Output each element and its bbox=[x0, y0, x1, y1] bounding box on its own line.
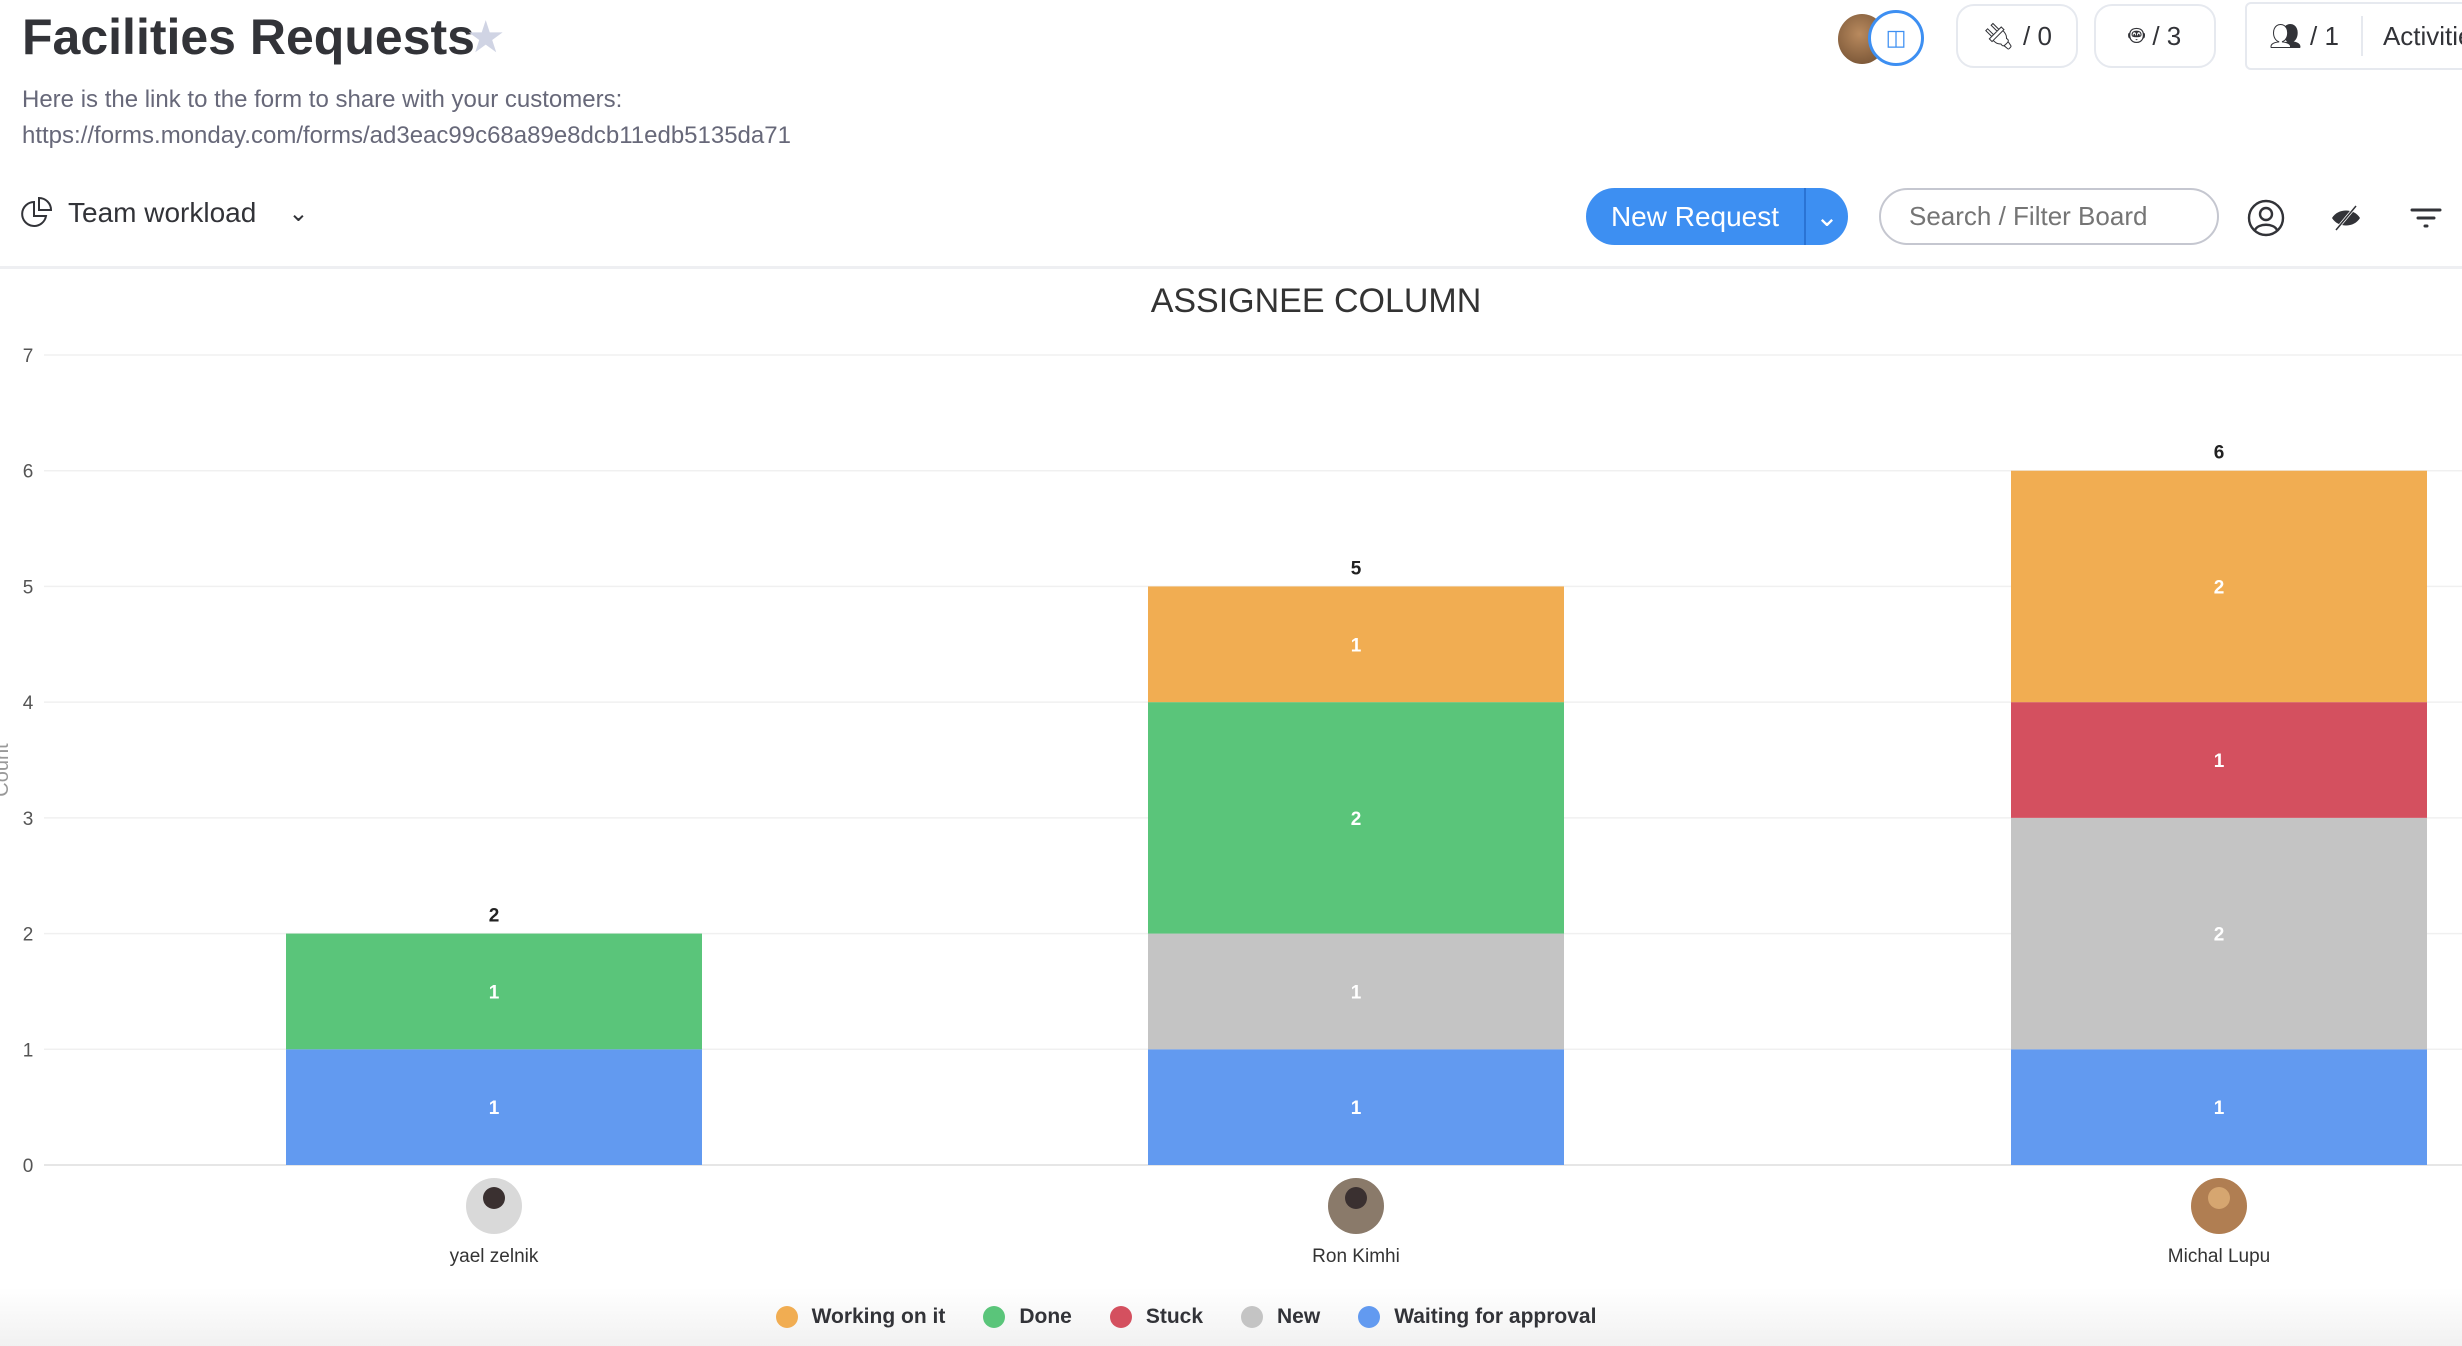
legend-label: New bbox=[1277, 1305, 1321, 1328]
integrations-count: / 0 bbox=[2023, 20, 2052, 51]
search-input[interactable] bbox=[1879, 188, 2219, 245]
legend-item[interactable]: New bbox=[1241, 1305, 1320, 1329]
legend-color-dot bbox=[1109, 1306, 1132, 1328]
segment-value-label: 1 bbox=[1351, 1098, 1362, 1119]
segment-value-label: 1 bbox=[2214, 751, 2225, 772]
bar-segment bbox=[1148, 933, 1564, 1050]
form-link[interactable]: https://forms.monday.com/forms/ad3eac99c… bbox=[22, 122, 791, 149]
bar-segment bbox=[1148, 1049, 1564, 1165]
hide-eye-icon[interactable] bbox=[2326, 198, 2366, 238]
segment-value-label: 2 bbox=[2214, 925, 2225, 946]
star-icon[interactable]: ★ bbox=[466, 13, 506, 62]
view-name: Team workload bbox=[68, 197, 257, 228]
automations-count: / 3 bbox=[2152, 20, 2182, 51]
segment-value-label: 1 bbox=[489, 982, 500, 1003]
chevron-down-icon[interactable]: ⌄ bbox=[1804, 188, 1848, 245]
bar-segment bbox=[1148, 702, 1564, 934]
y-tick-label: 1 bbox=[23, 1040, 34, 1061]
stacked-bar-chart: ASSIGNEE COLUMN Count 0 1 2 3 4 5 6 7 1 1 2 yael zeln… bbox=[0, 282, 2462, 1267]
x-category-label: yael zelnik bbox=[450, 1246, 539, 1267]
board-title: Facilities Requests bbox=[22, 9, 475, 65]
bar-total-label: 5 bbox=[1351, 558, 1362, 579]
y-tick-label: 5 bbox=[23, 577, 34, 598]
legend-label: Waiting for approval bbox=[1394, 1305, 1597, 1328]
legend-color-dot bbox=[1358, 1306, 1381, 1328]
filter-icon[interactable] bbox=[2406, 198, 2446, 238]
bar-segment bbox=[286, 933, 702, 1050]
pie-chart-icon bbox=[21, 196, 53, 227]
board-description: Here is the link to the form to share wi… bbox=[22, 82, 791, 154]
members-count: / 1 bbox=[2310, 20, 2339, 51]
y-tick-label: 0 bbox=[23, 1156, 34, 1177]
legend-item[interactable]: Stuck bbox=[1109, 1305, 1204, 1329]
viewer-icon: ◫ bbox=[1868, 10, 1924, 66]
y-axis-label: Count bbox=[0, 743, 13, 797]
legend-item[interactable]: Done bbox=[983, 1305, 1072, 1329]
bar-segment bbox=[286, 1049, 702, 1165]
activity-button[interactable]: Activitie bbox=[2382, 20, 2462, 51]
legend-color-dot bbox=[1241, 1306, 1264, 1328]
people-icon: 👥︎ bbox=[2269, 20, 2303, 51]
chevron-down-icon: ⌄ bbox=[288, 199, 309, 227]
legend-item[interactable]: Working on it bbox=[775, 1305, 946, 1329]
description-text: Here is the link to the form to share wi… bbox=[22, 86, 623, 113]
segment-value-label: 2 bbox=[2214, 577, 2225, 598]
person-filter-icon[interactable] bbox=[2246, 198, 2286, 238]
members-activity-box: 👥︎/ 1 Activitie bbox=[2245, 2, 2462, 70]
new-request-button[interactable]: New Request ⌄ bbox=[1586, 188, 1848, 245]
legend-label: Stuck bbox=[1145, 1305, 1204, 1328]
bar-segment bbox=[1148, 586, 1564, 703]
legend-item[interactable]: Waiting for approval bbox=[1358, 1305, 1596, 1329]
segment-value-label: 1 bbox=[489, 1098, 500, 1119]
bar-total-label: 6 bbox=[2214, 443, 2225, 464]
bar-segment bbox=[2011, 470, 2427, 703]
avatar-stack[interactable]: ◫ bbox=[1838, 10, 1930, 66]
x-category-label: Michal Lupu bbox=[2168, 1246, 2270, 1267]
avatar-face bbox=[483, 1187, 505, 1209]
y-tick-label: 3 bbox=[23, 809, 34, 830]
avatar-face bbox=[2208, 1187, 2230, 1209]
bar-segment bbox=[2011, 702, 2427, 818]
bar-segment bbox=[2011, 817, 2427, 1050]
integrations-button[interactable]: 🔌︎/ 0 bbox=[1956, 4, 2078, 68]
legend-color-dot bbox=[775, 1306, 798, 1328]
robot-icon: 🤖︎ bbox=[2128, 19, 2145, 50]
y-tick-label: 4 bbox=[23, 693, 34, 714]
bar-segment bbox=[2011, 1049, 2427, 1165]
legend-color-dot bbox=[983, 1306, 1006, 1328]
y-tick-label: 7 bbox=[23, 346, 34, 367]
automations-button[interactable]: 🤖︎/ 3 bbox=[2094, 4, 2216, 68]
plug-icon: 🔌︎ bbox=[1982, 20, 2016, 51]
avatar-face bbox=[1345, 1187, 1367, 1209]
y-tick-label: 6 bbox=[23, 462, 34, 483]
chart-title: ASSIGNEE COLUMN bbox=[1151, 282, 1482, 320]
bar-total-label: 2 bbox=[489, 906, 500, 927]
legend-label: Done bbox=[1019, 1305, 1072, 1328]
legend-label: Working on it bbox=[811, 1305, 946, 1328]
segment-value-label: 1 bbox=[1351, 635, 1362, 656]
x-category-label: Ron Kimhi bbox=[1312, 1246, 1400, 1267]
new-request-label: New Request bbox=[1610, 200, 1780, 232]
members-button[interactable]: 👥︎/ 1 bbox=[2247, 16, 2363, 56]
segment-value-label: 1 bbox=[1351, 982, 1362, 1003]
view-selector[interactable]: Team workload ⌄ bbox=[20, 196, 308, 230]
toolbar-divider bbox=[0, 266, 2462, 269]
y-tick-label: 2 bbox=[23, 925, 34, 946]
segment-value-label: 2 bbox=[1351, 809, 1362, 830]
segment-value-label: 1 bbox=[2214, 1098, 2225, 1119]
chart-legend: Working on it Done Stuck New Waiting for app… bbox=[0, 1288, 2462, 1346]
